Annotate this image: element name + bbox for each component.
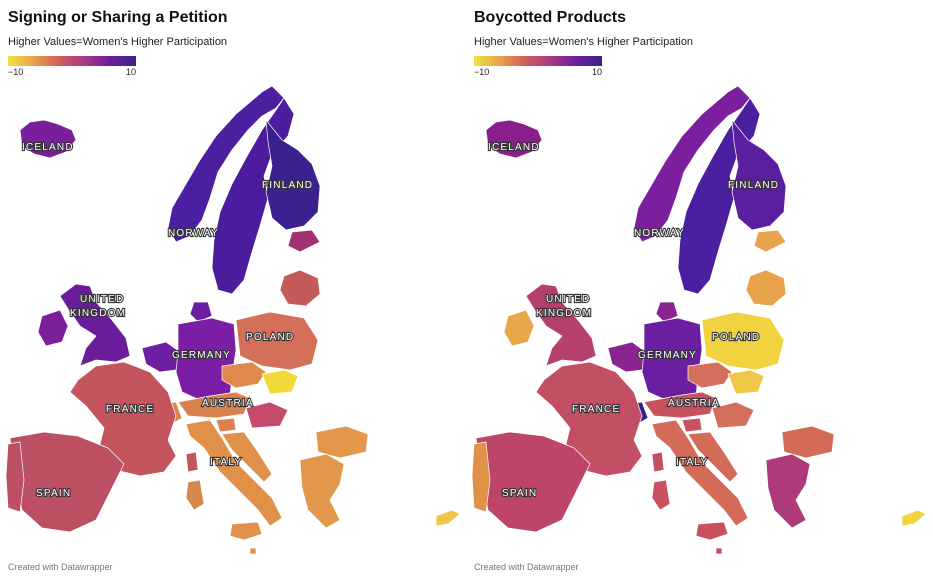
country-austria[interactable] [177, 391, 251, 419]
country-ireland[interactable] [503, 309, 535, 347]
country-estonia[interactable] [753, 229, 787, 253]
legend-max-label: 10 [591, 67, 602, 77]
europe-map-svg: ICELAND FINLAND NORWAY UNITED KINGDOM GERMANY… [471, 85, 927, 555]
country-label-iceland: ICELAND [22, 142, 74, 153]
legend-gradient-bar [474, 56, 602, 66]
country-uk[interactable] [525, 283, 597, 367]
country-austria[interactable] [643, 391, 717, 419]
country-label-norway: NORWAY [168, 228, 219, 239]
choropleth-map: ICELAND FINLAND NORWAY UNITED KINGDOM GERMANY… [466, 80, 932, 560]
color-legend: −10 10 [474, 56, 602, 78]
country-slovenia[interactable] [681, 417, 703, 433]
credit-text: Created with Datawrapper [474, 562, 579, 572]
country-corsica[interactable] [185, 451, 199, 473]
country-label-uk2: KINGDOM [536, 308, 592, 319]
country-hungary[interactable] [245, 401, 289, 429]
chart-subtitle: Higher Values=Women's Higher Participati… [8, 36, 228, 48]
europe-map-svg: ICELAND FINLAND NORWAY UNITED KINGDOM GERMANY… [5, 85, 461, 555]
credit-text: Created with Datawrapper [8, 562, 113, 572]
country-bulgaria[interactable] [315, 425, 369, 459]
country-baltics[interactable] [279, 269, 321, 307]
country-label-poland: POLAND [712, 332, 760, 343]
country-czechia[interactable] [221, 361, 267, 389]
country-norway[interactable] [167, 85, 285, 243]
country-baltics[interactable] [745, 269, 787, 307]
country-label-finland: FINLAND [728, 180, 779, 191]
country-label-italy: ITALY [210, 457, 242, 468]
map-panel-petition: Signing or Sharing a Petition Higher Val… [0, 0, 466, 583]
country-label-austria: AUSTRIA [202, 398, 254, 409]
chart-subtitle: Higher Values=Women's Higher Participati… [474, 36, 694, 48]
country-corsica[interactable] [651, 451, 665, 473]
country-finland[interactable] [265, 119, 321, 231]
country-label-uk1: UNITED [546, 294, 590, 305]
country-portugal[interactable] [471, 441, 491, 513]
country-label-poland: POLAND [246, 332, 294, 343]
country-label-germany: GERMANY [172, 350, 231, 361]
country-czechia[interactable] [687, 361, 733, 389]
legend-min-label: −10 [474, 67, 490, 77]
country-greece[interactable] [765, 453, 811, 529]
country-bulgaria[interactable] [781, 425, 835, 459]
country-malta[interactable] [715, 547, 723, 555]
country-norway[interactable] [633, 85, 751, 243]
country-france[interactable] [535, 361, 643, 477]
country-croatia[interactable] [687, 431, 739, 483]
country-sardinia[interactable] [651, 479, 671, 511]
country-label-italy: ITALY [676, 457, 708, 468]
country-iceland[interactable] [485, 119, 543, 159]
country-label-spain: SPAIN [36, 488, 71, 499]
country-finland[interactable] [731, 119, 787, 231]
country-greece[interactable] [299, 453, 345, 529]
country-italy[interactable] [185, 419, 283, 527]
country-hungary[interactable] [711, 401, 755, 429]
map-panel-boycott: Boycotted Products Higher Values=Women's… [466, 0, 932, 583]
country-slovakia[interactable] [261, 369, 299, 395]
country-sicily[interactable] [229, 521, 263, 541]
country-sardinia[interactable] [185, 479, 205, 511]
choropleth-map: ICELAND FINLAND NORWAY UNITED KINGDOM GERMANY… [0, 80, 466, 560]
country-slovenia[interactable] [215, 417, 237, 433]
country-cyprus[interactable] [901, 509, 927, 527]
country-estonia[interactable] [287, 229, 321, 253]
country-italy[interactable] [651, 419, 749, 527]
country-malta[interactable] [249, 547, 257, 555]
chart-title: Signing or Sharing a Petition [8, 9, 228, 26]
country-label-germany: GERMANY [638, 350, 697, 361]
country-ireland[interactable] [37, 309, 69, 347]
country-france[interactable] [69, 361, 177, 477]
legend-max-label: 10 [125, 67, 136, 77]
country-label-iceland: ICELAND [488, 142, 540, 153]
country-cyprus[interactable] [435, 509, 461, 527]
country-label-uk1: UNITED [80, 294, 124, 305]
country-portugal[interactable] [5, 441, 25, 513]
country-label-spain: SPAIN [502, 488, 537, 499]
chart-title: Boycotted Products [474, 9, 627, 26]
country-poland[interactable] [701, 311, 785, 371]
color-legend: −10 10 [8, 56, 136, 78]
country-uk[interactable] [59, 283, 131, 367]
country-iceland[interactable] [19, 119, 77, 159]
country-label-france: FRANCE [106, 404, 154, 415]
country-slovakia[interactable] [727, 369, 765, 395]
legend-gradient-bar [8, 56, 136, 66]
country-poland[interactable] [235, 311, 319, 371]
country-label-austria: AUSTRIA [668, 398, 720, 409]
country-sicily[interactable] [695, 521, 729, 541]
country-label-uk2: KINGDOM [70, 308, 126, 319]
country-label-finland: FINLAND [262, 180, 313, 191]
country-croatia[interactable] [221, 431, 273, 483]
country-label-norway: NORWAY [634, 228, 685, 239]
country-label-france: FRANCE [572, 404, 620, 415]
legend-min-label: −10 [8, 67, 24, 77]
